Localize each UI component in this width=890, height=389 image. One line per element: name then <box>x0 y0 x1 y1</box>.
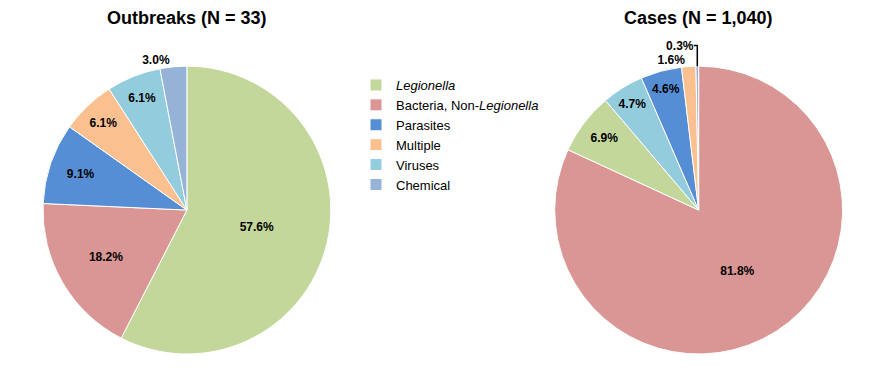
svg-text:0.3%: 0.3% <box>666 39 694 53</box>
svg-text:1.6%: 1.6% <box>658 53 686 67</box>
svg-text:Multiple: Multiple <box>396 138 441 153</box>
svg-text:Bacteria, Non-Legionella: Bacteria, Non-Legionella <box>396 98 538 113</box>
svg-text:18.2%: 18.2% <box>89 250 123 264</box>
svg-text:81.8%: 81.8% <box>720 264 754 278</box>
svg-text:Parasites: Parasites <box>396 118 451 133</box>
svg-text:6.1%: 6.1% <box>90 116 118 130</box>
svg-text:Cases (N = 1,040): Cases (N = 1,040) <box>624 8 773 28</box>
svg-text:9.1%: 9.1% <box>67 167 95 181</box>
svg-text:Viruses: Viruses <box>396 158 440 173</box>
svg-text:57.6%: 57.6% <box>240 220 274 234</box>
svg-text:Outbreaks (N = 33): Outbreaks (N = 33) <box>107 8 267 28</box>
svg-text:6.1%: 6.1% <box>128 91 156 105</box>
svg-text:4.7%: 4.7% <box>619 97 647 111</box>
svg-text:4.6%: 4.6% <box>652 82 680 96</box>
svg-text:6.9%: 6.9% <box>590 131 618 145</box>
svg-text:Chemical: Chemical <box>396 178 450 193</box>
svg-text:Legionella: Legionella <box>396 78 455 93</box>
svg-text:3.0%: 3.0% <box>142 53 170 67</box>
